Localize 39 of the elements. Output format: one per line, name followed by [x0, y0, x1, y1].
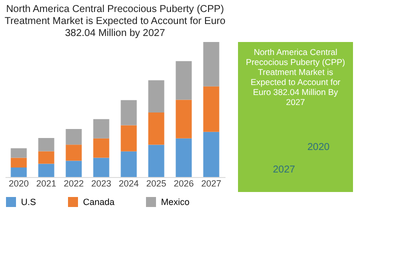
bar	[66, 128, 82, 145]
bar	[10, 158, 27, 168]
x-tick-label: 2025	[146, 178, 166, 188]
bar	[93, 158, 110, 177]
x-tick-label: 2022	[64, 178, 84, 188]
bar	[203, 86, 220, 132]
legend-label: Mexico	[161, 197, 190, 207]
text: 2027	[272, 164, 296, 176]
bar	[93, 119, 110, 138]
text: North America Central Precocious Puberty (CPP) Treatment Market is Expected to Account for Euro 382.04 Million By 2027	[246, 47, 346, 107]
x-tick-label: 2021	[36, 178, 56, 188]
x-tick-label: 2024	[118, 178, 139, 188]
x-tick-label: 2020	[8, 178, 29, 188]
bar	[176, 138, 192, 177]
bar	[120, 151, 137, 177]
bar	[66, 160, 82, 177]
legend-label: U.S	[21, 197, 36, 207]
x-tick-label: 2026	[174, 178, 194, 188]
bar	[148, 80, 164, 112]
bar	[120, 125, 137, 152]
bar	[120, 100, 137, 126]
x-tick-label: 2023	[91, 178, 112, 188]
x-tick-label: 2027	[201, 178, 222, 188]
bar	[66, 144, 82, 161]
text: 2020	[307, 142, 330, 153]
bar	[93, 138, 110, 158]
bar	[148, 112, 164, 145]
bar	[38, 138, 54, 152]
bar	[148, 144, 164, 177]
bar	[203, 42, 220, 86]
bar	[10, 168, 27, 177]
bar	[176, 61, 192, 100]
chart-title: North America Central Precocious Puberty (CPP) Treatment Market is Expected to Account for Euro 382.04 Million by 2027	[4, 4, 226, 39]
bar	[203, 132, 220, 177]
bar	[38, 164, 54, 177]
legend-label: Canada	[83, 197, 115, 207]
bar	[10, 148, 27, 158]
bar	[176, 100, 192, 138]
bar	[38, 151, 54, 164]
